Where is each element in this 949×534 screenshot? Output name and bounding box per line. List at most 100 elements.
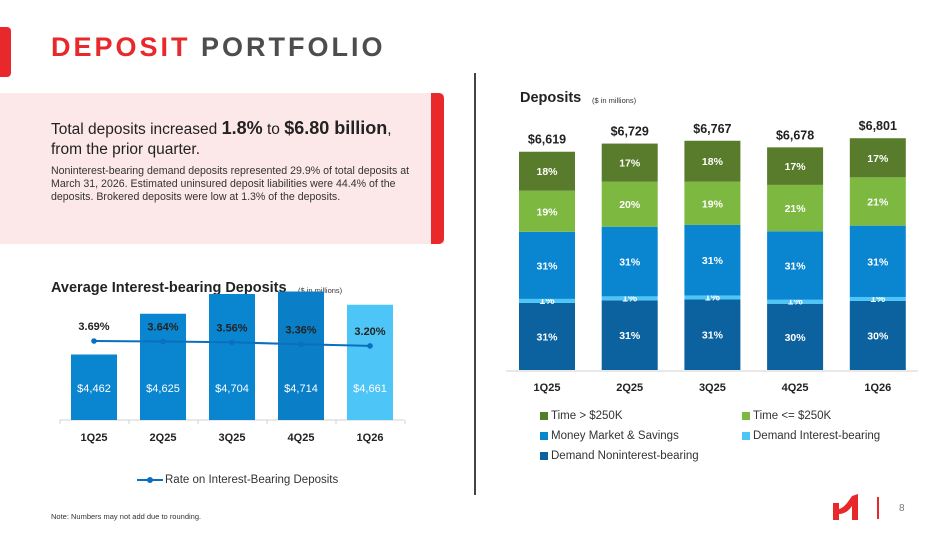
segment-time-250k bbox=[849, 138, 906, 178]
segment-time-250k bbox=[849, 177, 906, 226]
segment-demand-interest-bearing bbox=[849, 296, 906, 301]
summary-accent-bar bbox=[431, 93, 444, 244]
x-tick-label: 3Q25 bbox=[699, 382, 726, 394]
x-tick-label: 1Q26 bbox=[864, 382, 891, 394]
segment-label: 19% bbox=[702, 198, 724, 210]
footnote: Note: Numbers may not add due to roundin… bbox=[51, 512, 202, 521]
bar-value-label: $4,462 bbox=[77, 383, 111, 395]
segment-label: 31% bbox=[619, 330, 641, 342]
segment-demand-interest-bearing bbox=[684, 295, 741, 300]
summary-body: Noninterest-bearing demand deposits repr… bbox=[51, 165, 410, 203]
left-chart-legend: Rate on Interest-Bearing Deposits bbox=[137, 474, 338, 486]
legend-swatch bbox=[742, 412, 750, 420]
rate-point bbox=[298, 341, 304, 348]
x-tick-label: 4Q25 bbox=[288, 432, 315, 444]
x-tick-label: 3Q25 bbox=[219, 432, 246, 444]
bar-4q25 bbox=[278, 291, 324, 420]
left-chart-subtitle: ($ in millions) bbox=[298, 286, 343, 295]
x-tick-label: 1Q25 bbox=[81, 432, 108, 444]
total-label: $6,619 bbox=[528, 133, 566, 147]
segment-time-250k bbox=[767, 184, 824, 232]
summary-box bbox=[0, 93, 444, 244]
legend-label: Time > $250K bbox=[551, 410, 623, 422]
page-number: 8 bbox=[899, 503, 905, 514]
legend-item-time-under-250k: Time <= $250K bbox=[742, 410, 831, 422]
segment-time-250k bbox=[519, 151, 575, 191]
x-tick-label: 2Q25 bbox=[616, 382, 643, 394]
segment-money-market-savings bbox=[519, 231, 575, 299]
segment-demand-noninterest-bearing bbox=[767, 303, 824, 370]
segment-label: 18% bbox=[702, 156, 724, 168]
segment-label: 31% bbox=[785, 261, 807, 273]
bar-2q25 bbox=[140, 313, 186, 420]
bar-3q25 bbox=[209, 294, 255, 420]
x-tick-label: 4Q25 bbox=[782, 382, 809, 394]
legend-label-rate: Rate on Interest-Bearing Deposits bbox=[165, 474, 339, 486]
segment-time-250k bbox=[519, 190, 575, 232]
x-tick-label: 1Q26 bbox=[357, 432, 384, 444]
segment-money-market-savings bbox=[849, 225, 906, 297]
headline-prefix: Total deposits increased bbox=[51, 121, 222, 138]
legend-item-demand-noninterest: Demand Noninterest-bearing bbox=[540, 450, 699, 462]
segment-money-market-savings bbox=[767, 231, 824, 300]
segment-time-250k bbox=[601, 181, 658, 227]
headline-suffix: , from the prior quarter. bbox=[51, 121, 392, 158]
segment-label: 21% bbox=[867, 196, 889, 208]
segment-demand-interest-bearing bbox=[767, 299, 824, 304]
legend-label: Money Market & Savings bbox=[551, 430, 679, 442]
segment-label: 31% bbox=[536, 331, 558, 343]
rate-label: 3.56% bbox=[216, 322, 247, 334]
page-title-highlight: DEPOSIT bbox=[51, 32, 191, 62]
footer-divider bbox=[877, 497, 879, 519]
rate-point bbox=[160, 338, 166, 345]
x-tick-label: 1Q25 bbox=[534, 382, 561, 394]
title-accent-bar bbox=[0, 27, 11, 77]
segment-label: 31% bbox=[619, 257, 641, 269]
segment-label: 17% bbox=[867, 153, 889, 165]
section-divider bbox=[474, 73, 476, 495]
segment-money-market-savings bbox=[601, 226, 658, 297]
rate-label: 3.69% bbox=[78, 321, 109, 333]
rate-label: 3.36% bbox=[285, 324, 316, 336]
headline-amount: $6.80 billion bbox=[284, 118, 388, 138]
rate-point bbox=[229, 339, 235, 346]
legend-label: Demand Noninterest-bearing bbox=[551, 450, 699, 462]
segment-demand-noninterest-bearing bbox=[601, 300, 658, 370]
page-title: DEPOSIT PORTFOLIO bbox=[51, 32, 386, 63]
segment-label: 20% bbox=[619, 199, 641, 211]
segment-label: 21% bbox=[785, 203, 807, 215]
total-label: $6,678 bbox=[776, 128, 814, 142]
segment-demand-noninterest-bearing bbox=[684, 299, 741, 370]
legend-swatch bbox=[540, 412, 548, 420]
legend-label: Time <= $250K bbox=[753, 410, 832, 422]
left-chart-title: Average Interest-bearing Deposits bbox=[51, 280, 287, 296]
segment-time-250k bbox=[601, 143, 658, 182]
legend-swatch bbox=[742, 432, 750, 440]
bar-1q26 bbox=[347, 304, 393, 420]
bar-value-label: $4,714 bbox=[284, 383, 318, 395]
page-title-rest: PORTFOLIO bbox=[201, 32, 386, 62]
segment-label: 17% bbox=[785, 161, 807, 173]
legend-item-money-market: Money Market & Savings bbox=[540, 430, 679, 442]
rate-label: 3.64% bbox=[147, 322, 178, 334]
bar-value-label: $4,625 bbox=[146, 383, 180, 395]
segment-label: 30% bbox=[867, 330, 889, 342]
right-chart-subtitle: ($ in millions) bbox=[592, 96, 637, 105]
segment-label: 31% bbox=[867, 256, 889, 268]
segment-label: 18% bbox=[536, 166, 558, 178]
segment-demand-noninterest-bearing bbox=[519, 302, 575, 370]
headline-percent: 1.8% bbox=[221, 118, 263, 138]
segment-label: 17% bbox=[619, 158, 641, 170]
headline-mid: to bbox=[262, 121, 285, 138]
segment-label: 31% bbox=[702, 255, 724, 267]
line-marker-icon bbox=[137, 475, 163, 485]
bar-value-label: $4,661 bbox=[353, 383, 387, 395]
segment-label: 31% bbox=[536, 260, 558, 272]
rate-label: 3.20% bbox=[354, 326, 385, 338]
legend-item-time-over-250k: Time > $250K bbox=[540, 410, 623, 422]
x-tick-label: 2Q25 bbox=[150, 432, 177, 444]
rate-point bbox=[91, 338, 97, 344]
rate-point bbox=[367, 343, 373, 349]
